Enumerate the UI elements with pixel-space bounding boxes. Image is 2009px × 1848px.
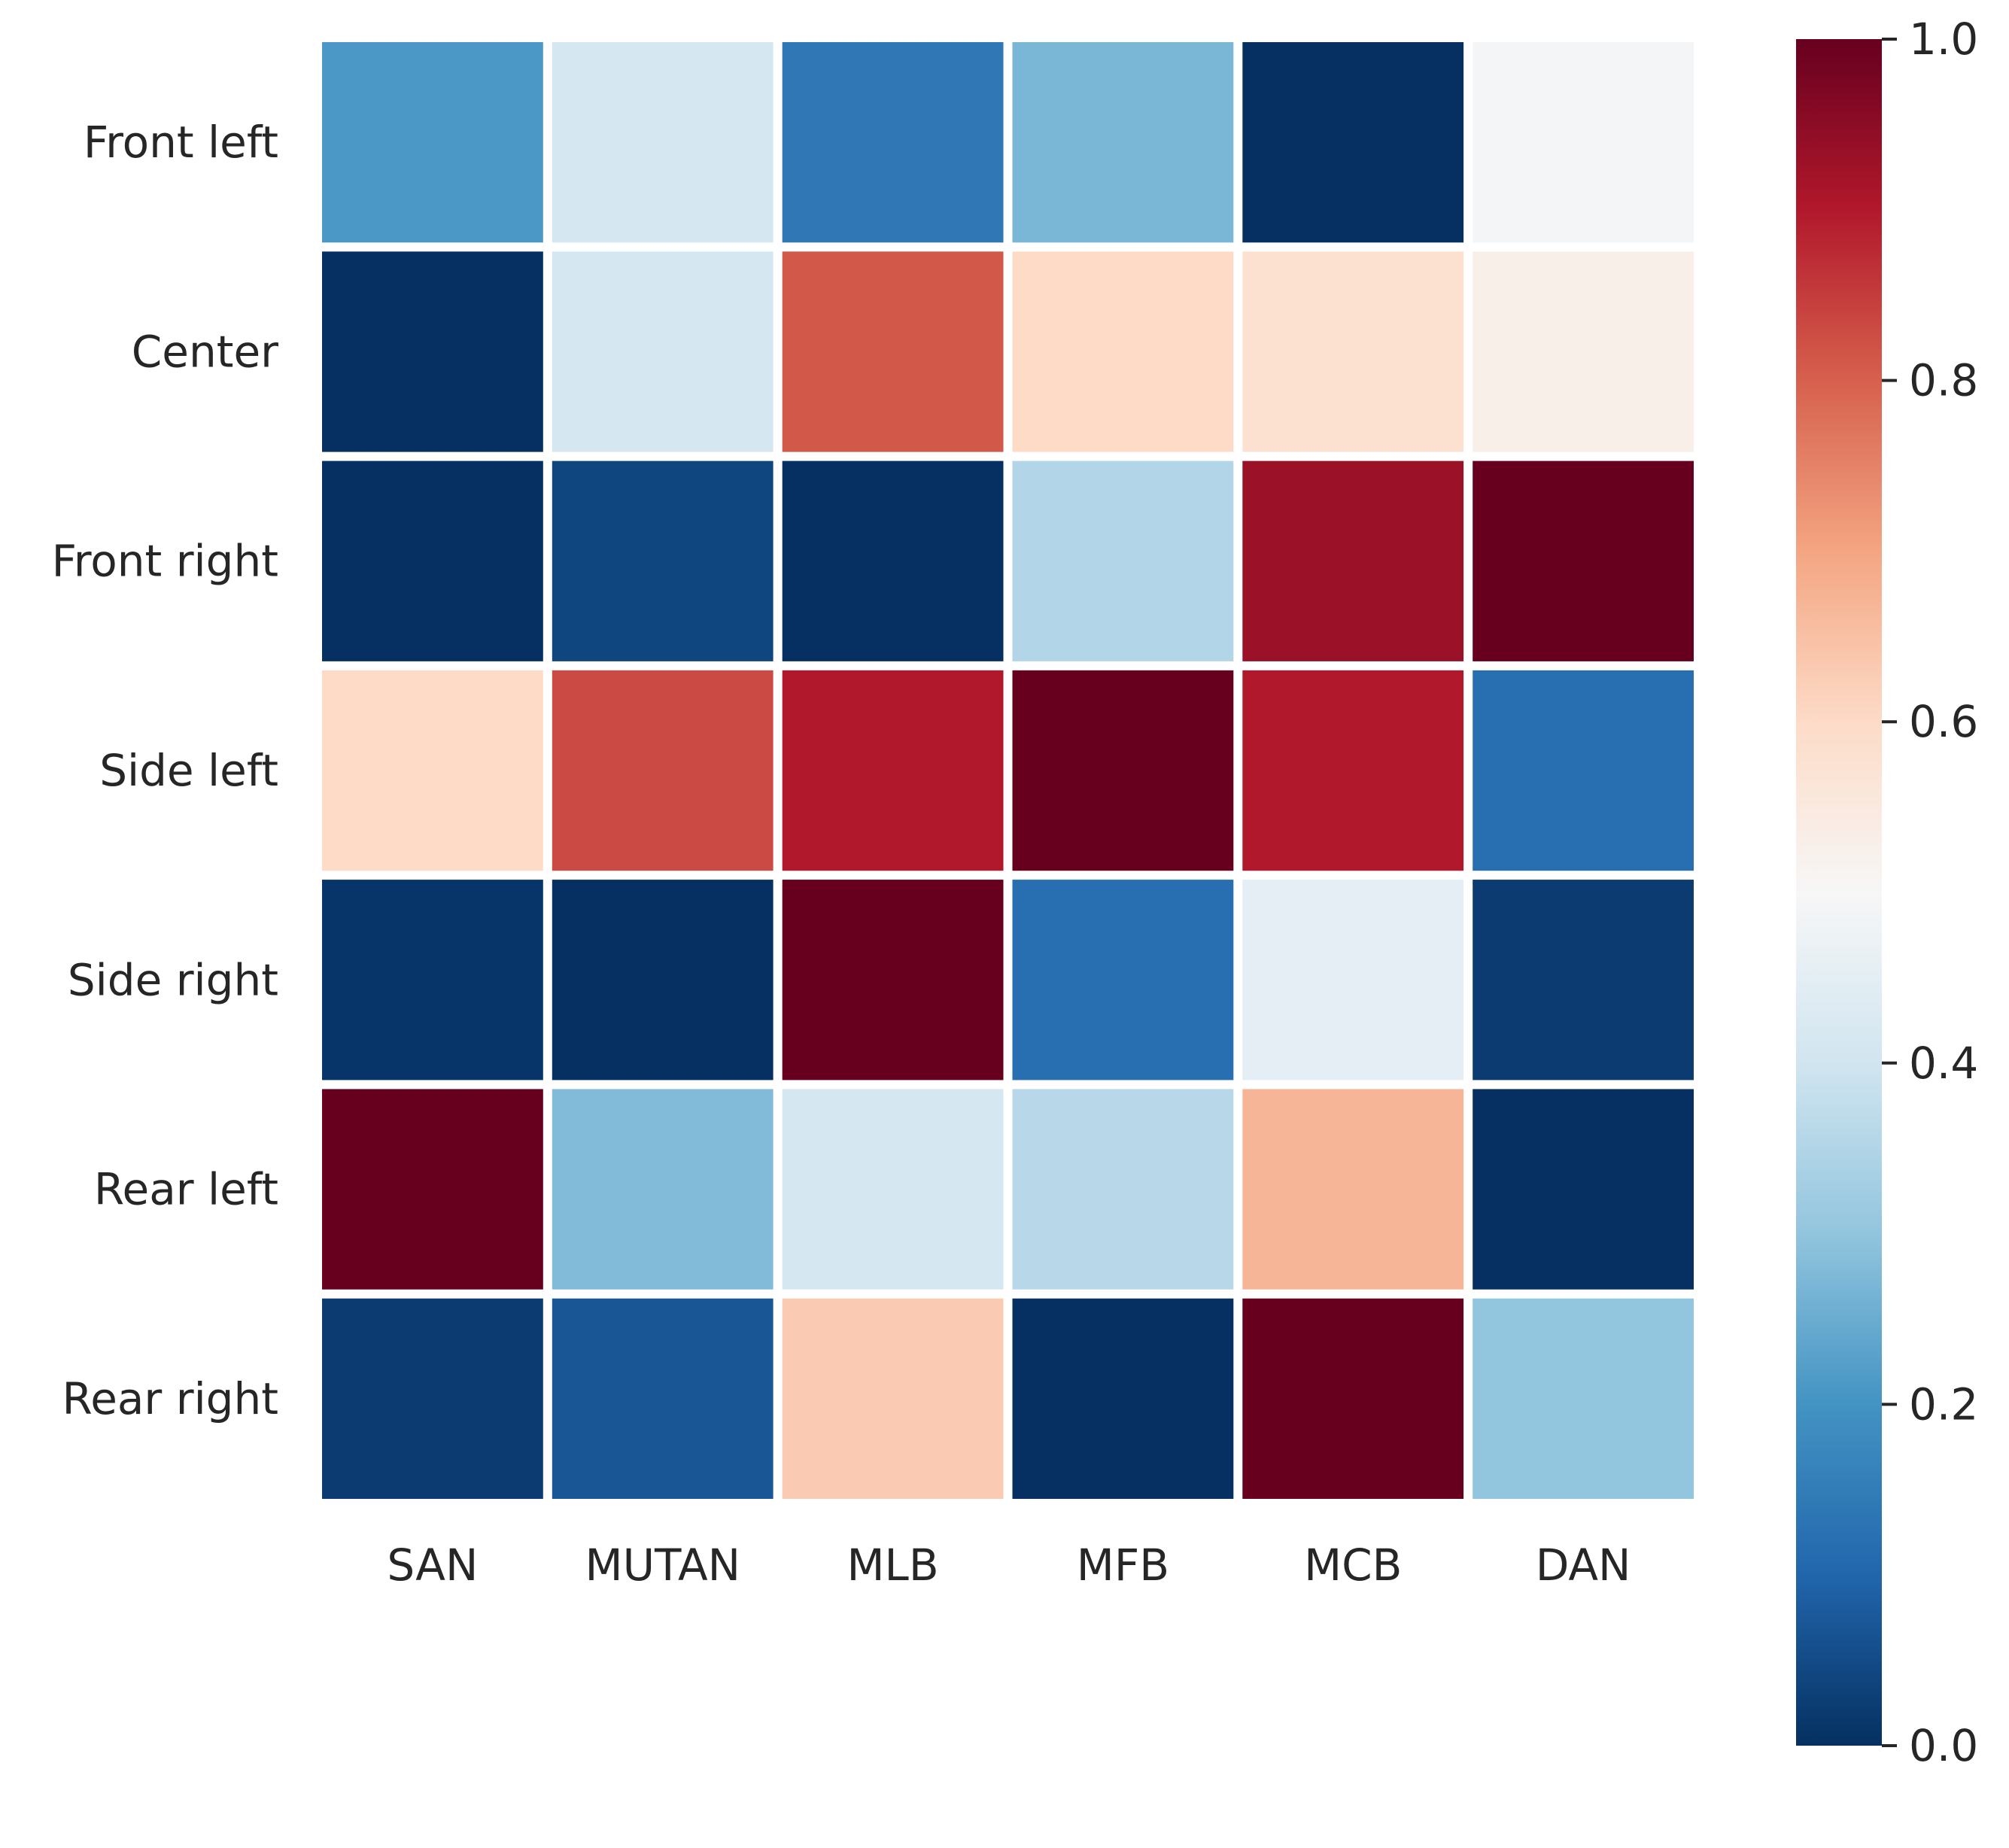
heatmap-cell xyxy=(1473,670,1694,871)
column-label: MFB xyxy=(1077,1539,1169,1591)
column-label: DAN xyxy=(1536,1539,1631,1591)
row-label: Rear right xyxy=(62,1373,278,1424)
heatmap-cell xyxy=(1242,880,1464,1081)
row-label: Rear left xyxy=(94,1164,278,1215)
heatmap-cell xyxy=(322,251,543,452)
heatmap-cell xyxy=(1242,1298,1464,1499)
heatmap-cell xyxy=(782,251,1004,452)
heatmap-cell xyxy=(1242,460,1464,661)
colorbar-tick-label: 1.0 xyxy=(1909,14,1978,65)
heatmap-cell xyxy=(1012,42,1234,243)
colorbar-tick-label: 0.8 xyxy=(1909,355,1978,406)
heatmap-cell xyxy=(552,42,774,243)
heatmap-cell xyxy=(1242,251,1464,452)
colorbar: 0.0 0.2 0.4 0.6 0.8 1.0 xyxy=(1796,14,1978,1771)
heatmap-cell xyxy=(552,670,774,871)
heatmap-cell xyxy=(552,251,774,452)
heatmap-cell xyxy=(782,1298,1004,1499)
heatmap-cell xyxy=(322,42,543,243)
row-label: Side left xyxy=(99,745,278,796)
row-labels: Front left Center Front right Side left Side… xyxy=(52,117,279,1424)
heatmap-cell xyxy=(782,460,1004,661)
colorbar-gradient xyxy=(1796,39,1882,1746)
row-label: Front right xyxy=(52,536,278,587)
heatmap-cell xyxy=(1473,251,1694,452)
heatmap-cell xyxy=(1473,1298,1694,1499)
heatmap-cell xyxy=(322,1089,543,1290)
heatmap-cells xyxy=(322,42,1694,1499)
heatmap-cell xyxy=(1242,670,1464,871)
column-labels: SAN MUTAN MLB MFB MCB DAN xyxy=(387,1539,1631,1591)
column-label: MLB xyxy=(847,1539,939,1591)
heatmap-cell xyxy=(1473,460,1694,661)
row-label: Center xyxy=(132,326,278,377)
heatmap-cell xyxy=(782,880,1004,1081)
heatmap-cell xyxy=(322,670,543,871)
colorbar-tick-label: 0.0 xyxy=(1909,1720,1978,1771)
heatmap-cell xyxy=(322,460,543,661)
row-label: Side right xyxy=(68,954,278,1005)
row-label: Front left xyxy=(84,117,278,168)
heatmap-cell xyxy=(782,42,1004,243)
heatmap-cell xyxy=(552,460,774,661)
heatmap-cell xyxy=(1012,1298,1234,1499)
heatmap-cell xyxy=(1473,1089,1694,1290)
heatmap-cell xyxy=(782,670,1004,871)
colorbar-tick-label: 0.4 xyxy=(1909,1038,1978,1089)
heatmap-cell xyxy=(1012,251,1234,452)
colorbar-tick-label: 0.6 xyxy=(1909,696,1978,747)
heatmap-cell xyxy=(552,1089,774,1290)
heatmap-cell xyxy=(1473,42,1694,243)
column-label: MUTAN xyxy=(585,1539,740,1591)
heatmap-cell xyxy=(552,1298,774,1499)
heatmap-cell xyxy=(1242,1089,1464,1290)
heatmap-cell xyxy=(322,880,543,1081)
heatmap-cell xyxy=(322,1298,543,1499)
heatmap-cell xyxy=(1473,880,1694,1081)
heatmap-cell xyxy=(1242,42,1464,243)
heatmap-cell xyxy=(552,880,774,1081)
column-label: MCB xyxy=(1304,1539,1402,1591)
heatmap-cell xyxy=(1012,1089,1234,1290)
heatmap-cell xyxy=(782,1089,1004,1290)
colorbar-tick-label: 0.2 xyxy=(1909,1378,1978,1430)
heatmap-cell xyxy=(1012,670,1234,871)
heatmap-cell xyxy=(1012,880,1234,1081)
column-label: SAN xyxy=(387,1539,478,1591)
heatmap-cell xyxy=(1012,460,1234,661)
